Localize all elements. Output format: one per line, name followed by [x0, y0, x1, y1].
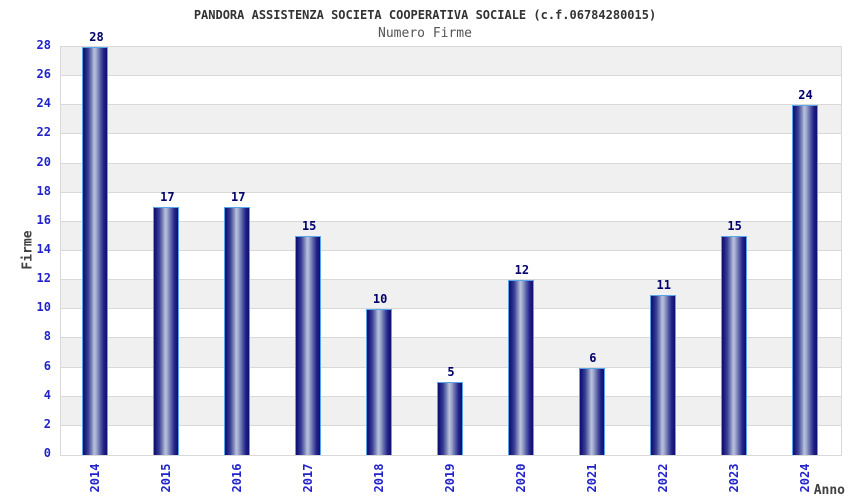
x-tick-label: 2023	[726, 463, 741, 493]
x-tick-label: 2022	[655, 463, 670, 493]
x-tick-label: 2020	[513, 463, 528, 493]
bar-value-label: 15	[301, 219, 317, 234]
bar-value-label: 17	[231, 190, 246, 205]
bar	[366, 309, 393, 455]
y-tick-label: 22	[36, 125, 51, 140]
bar-value-label: 6	[589, 350, 597, 365]
y-tick-label: 28	[36, 38, 51, 52]
bar-value-label: 28	[89, 30, 104, 44]
y-tick-label: 6	[43, 358, 51, 373]
bar-value-label: 15	[727, 219, 742, 234]
gridline	[61, 366, 841, 368]
y-tick-label: 0	[43, 446, 51, 460]
chart-title: PANDORA ASSISTENZA SOCIETA COOPERATIVA S…	[193, 8, 657, 22]
x-tick-label: 2019	[443, 463, 457, 493]
x-tick-label: 2018	[372, 463, 387, 493]
plot-area: 28 17 17 15 10 5 12 6 11 15 24	[60, 30, 842, 456]
y-tick-label: 18	[36, 183, 51, 198]
gridline	[61, 104, 841, 106]
grid-band	[61, 163, 841, 193]
y-tick-label: 10	[36, 300, 51, 315]
x-tick-label: 2014	[88, 463, 103, 493]
bar	[578, 367, 605, 455]
bar	[82, 47, 109, 455]
y-tick-label: 8	[43, 329, 51, 344]
bar	[720, 236, 747, 455]
bar-value-label: 24	[798, 88, 813, 103]
y-tick-label: 24	[36, 96, 51, 111]
bar	[153, 207, 180, 455]
x-tick-label: 2021	[584, 463, 599, 493]
bar	[224, 207, 251, 455]
x-axis-label: Anno	[813, 483, 845, 498]
gridline	[61, 191, 841, 193]
y-tick-label: 16	[36, 212, 51, 227]
y-tick-label: 2	[43, 416, 51, 431]
bar-value-label: 10	[372, 292, 388, 307]
gridline	[61, 220, 841, 222]
bar-value-label: 17	[160, 190, 175, 205]
grid-band	[61, 105, 841, 135]
grid-band	[61, 280, 841, 310]
y-tick-label: 14	[36, 242, 51, 256]
y-tick-label: 26	[36, 67, 51, 82]
x-tick-label: 2016	[230, 463, 245, 493]
gridline	[61, 337, 841, 339]
x-tick-label: 2015	[159, 463, 174, 493]
grid-band	[61, 221, 841, 251]
y-tick-label: 4	[43, 387, 51, 402]
bar	[791, 105, 818, 455]
gridline	[61, 279, 841, 281]
gridline	[61, 250, 841, 251]
grid-band	[61, 47, 841, 77]
bar	[507, 280, 534, 455]
gridline	[61, 75, 841, 77]
gridline	[61, 162, 841, 164]
chart-subtitle: Numero Firme	[378, 26, 472, 41]
y-tick-label: 12	[36, 271, 51, 286]
x-tick-label: 2017	[301, 463, 316, 493]
bar	[295, 236, 322, 455]
x-tick-label: 2024	[797, 463, 812, 493]
grid-band	[61, 338, 841, 368]
y-tick-label: 20	[36, 154, 51, 169]
bar	[649, 294, 676, 455]
bar	[437, 382, 463, 455]
bar-value-label: 12	[514, 263, 530, 278]
gridline	[61, 133, 841, 135]
gridline	[61, 308, 841, 310]
bar-value-label: 5	[447, 365, 455, 380]
bar-value-label: 11	[656, 277, 671, 292]
